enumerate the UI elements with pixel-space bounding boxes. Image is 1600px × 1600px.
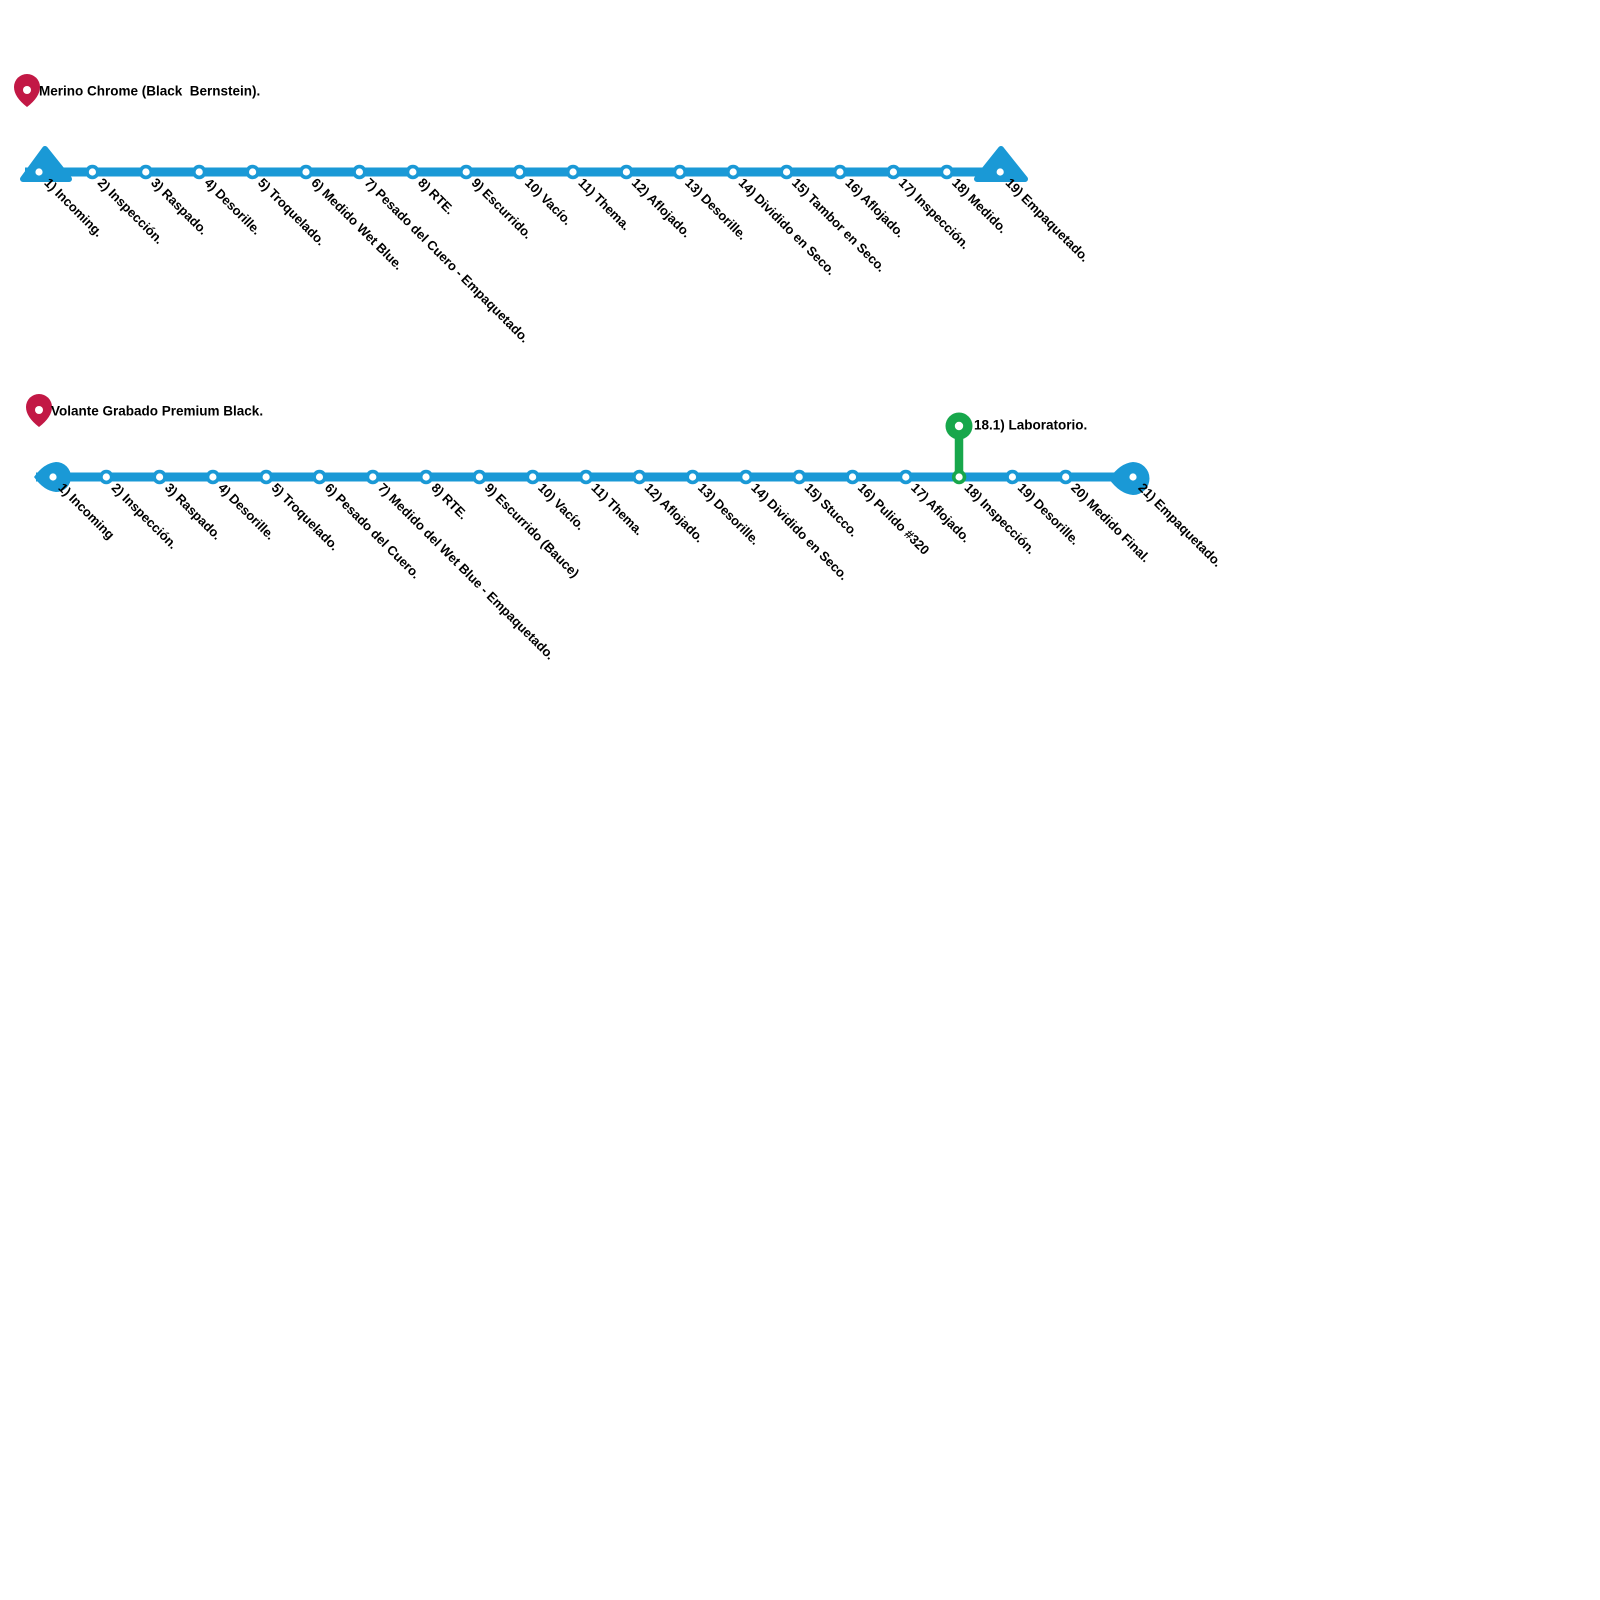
station-dot: [88, 168, 96, 176]
station-label: 8) RTE.: [428, 480, 470, 522]
station-label: 6) Pesado del Cuero.: [322, 480, 424, 582]
route-end-arrow-icon: [977, 149, 1025, 179]
station-label: 9) Escurrido (Bauce): [482, 480, 583, 581]
station-node: 6) Medido Wet Blue.: [298, 164, 406, 273]
station-dot: [142, 168, 150, 176]
station-dot: [836, 168, 844, 176]
station-dot: [462, 168, 470, 176]
station-dot: [1129, 473, 1137, 481]
route-pin-dot: [23, 86, 31, 94]
station-node: 7) Medido del Wet Blue - Empaquetado.: [365, 469, 558, 663]
line-title: Volante Grabado Premium Black.: [51, 404, 263, 419]
station-dot: [1008, 473, 1017, 481]
line-title: Merino Chrome (Black Bernstein).: [39, 84, 260, 99]
station-dot: [955, 473, 963, 481]
station-node: 14) Dividido en Seco.: [726, 164, 839, 278]
station-label: 8) RTE.: [415, 175, 457, 217]
station-node: 19) Empaquetado.: [993, 164, 1093, 265]
station-dot: [996, 168, 1004, 176]
station-dot: [249, 168, 257, 176]
station-dot: [422, 473, 430, 481]
station-dot: [195, 168, 203, 176]
station-dot: [795, 473, 803, 481]
station-dot: [742, 473, 750, 481]
station-dot: [475, 473, 483, 481]
station-dot: [889, 168, 898, 176]
station-dot: [516, 168, 524, 176]
stations-group: 1) Incoming.2) Inspección.3) Raspado.4) …: [31, 164, 1093, 346]
station-label: 1) Incoming: [55, 480, 117, 542]
station-dot: [582, 473, 590, 481]
branch-terminal-dot: [954, 421, 964, 431]
station-label: 10) Vacío.: [535, 480, 588, 533]
station-dot: [355, 168, 363, 176]
station-dot: [49, 473, 57, 481]
station-label: 11) Thema.: [588, 480, 646, 538]
process-line-volante: Volante Grabado Premium Black. 18.1) Lab…: [26, 394, 1225, 663]
station-label: 14) Dividido en Seco.: [736, 175, 839, 278]
station-dot: [369, 473, 377, 481]
station-node: 6) Pesado del Cuero.: [312, 469, 424, 582]
station-dot: [102, 473, 110, 481]
station-label: 14) Dividido en Seco.: [748, 480, 851, 583]
station-dot: [622, 168, 631, 176]
station-dot: [569, 168, 577, 176]
station-node: 15) Tambor en Seco.: [779, 164, 889, 275]
branch-laboratorio: 18.1) Laboratorio.: [945, 412, 1087, 477]
station-dot: [943, 168, 951, 176]
route-start-arrow-stroke: [20, 146, 72, 182]
station-dot: [902, 473, 910, 481]
process-line-merino: Merino Chrome (Black Bernstein). 1) Inco…: [14, 74, 1092, 346]
station-node: 9) Escurrido (Bauce): [472, 469, 583, 581]
station-label: 11) Thema.: [575, 175, 633, 233]
station-dot: [689, 473, 697, 481]
station-node: 2) Inspección.: [99, 469, 181, 552]
station-node: 14) Dividido en Seco.: [738, 469, 851, 583]
station-dot: [676, 168, 684, 176]
station-dot: [1062, 473, 1070, 481]
station-dot: [529, 473, 537, 481]
station-dot: [302, 168, 310, 176]
station-dot: [209, 473, 217, 481]
station-dot: [848, 473, 857, 481]
station-dot: [315, 473, 324, 481]
station-label: 19) Empaquetado.: [1003, 175, 1093, 265]
station-dot: [156, 473, 164, 481]
station-dot: [635, 473, 643, 481]
branch-label: 18.1) Laboratorio.: [974, 418, 1087, 433]
station-label: 6) Medido Wet Blue.: [308, 175, 406, 273]
station-dot: [783, 168, 791, 176]
station-dot: [409, 168, 417, 176]
station-dot: [35, 168, 43, 176]
route-pin-dot: [35, 406, 43, 414]
station-dot: [262, 473, 270, 481]
station-label: 15) Tambor en Seco.: [789, 175, 889, 275]
station-dot: [729, 168, 737, 176]
station-label: 10) Vacío.: [522, 175, 575, 228]
